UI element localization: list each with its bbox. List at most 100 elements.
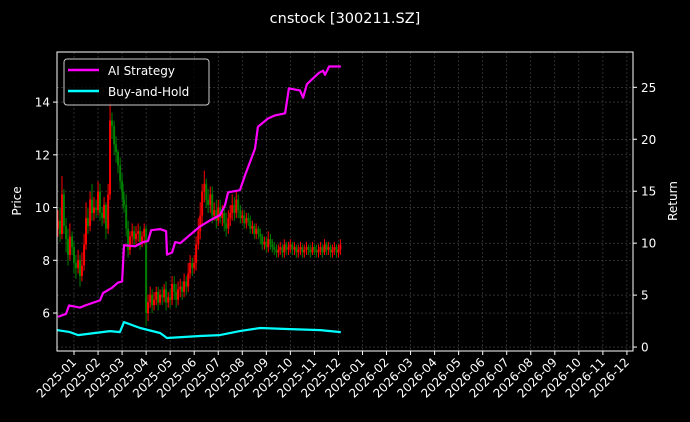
candle-body — [157, 291, 160, 303]
candle-body — [122, 191, 125, 200]
candle-body — [137, 231, 140, 234]
candle-body — [65, 226, 68, 240]
candle-body — [109, 120, 112, 195]
candle-body — [223, 212, 226, 224]
candle-body — [225, 223, 228, 229]
candle-body — [301, 247, 304, 253]
candle-body — [139, 231, 142, 242]
candle-body — [293, 247, 296, 250]
candle-body — [217, 207, 220, 221]
candle-body — [147, 302, 150, 314]
candle-body — [195, 244, 198, 263]
candle-body — [251, 226, 254, 229]
candle-body — [329, 247, 332, 253]
candle-body — [241, 215, 244, 219]
candle-body — [119, 165, 122, 182]
candle-body — [291, 244, 294, 250]
candle-body — [173, 284, 176, 292]
candle-body — [263, 241, 266, 245]
y-tick-label: 14 — [35, 96, 50, 110]
candle-body — [86, 218, 89, 227]
candle-body — [213, 210, 216, 216]
candle-body — [295, 247, 298, 253]
candle-body — [59, 220, 62, 234]
candle-body — [159, 294, 162, 303]
y-axis-label: Price — [10, 186, 24, 215]
candle-body — [127, 228, 130, 250]
candle-body — [187, 273, 190, 287]
candle-body — [163, 289, 166, 298]
candle-body — [189, 262, 192, 274]
candle-body — [305, 247, 308, 250]
legend-ai-strategy-label: AI Strategy — [108, 64, 175, 78]
candle-body — [205, 183, 208, 200]
candle-body — [237, 199, 240, 211]
candle-body — [235, 199, 238, 213]
chart-title: cnstock [300211.SZ] — [270, 11, 421, 27]
candle-body — [227, 218, 230, 229]
legend-box — [63, 58, 210, 106]
candle-body — [277, 249, 280, 253]
candle-body — [107, 194, 110, 229]
candle-body — [73, 247, 75, 263]
candle-body — [151, 294, 154, 306]
candle-body — [207, 199, 210, 205]
candle-body — [123, 199, 126, 205]
candle-body — [243, 215, 246, 224]
legend: AI Strategy Buy-and-Hold — [63, 58, 210, 106]
candle-body — [60, 194, 63, 234]
candle-body — [125, 204, 128, 229]
plot-frame — [56, 51, 634, 352]
candle-body — [279, 247, 282, 250]
y2-tick-label: 20 — [641, 133, 656, 147]
candle-body — [113, 125, 116, 145]
candle-body — [91, 199, 94, 213]
candle-body — [335, 247, 338, 253]
candle-body — [255, 228, 258, 234]
candle-body — [247, 218, 250, 221]
candle-body — [68, 236, 71, 256]
candle-body — [74, 262, 77, 269]
candle-body — [143, 228, 146, 237]
candle-body — [249, 220, 252, 229]
candle-body — [313, 247, 316, 250]
candle-body — [281, 247, 284, 253]
candle-body — [275, 249, 278, 253]
candle-body — [185, 281, 188, 287]
candle-body — [201, 191, 204, 216]
candle-body — [311, 247, 314, 253]
candle-body — [101, 212, 104, 219]
candle-body — [199, 215, 202, 232]
candle-body — [79, 260, 82, 277]
legend-buy-and-hold-label: Buy-and-Hold — [108, 85, 189, 99]
candle-body — [133, 231, 136, 240]
candle-body — [319, 247, 322, 250]
candle-body — [103, 204, 106, 219]
candle-body — [121, 181, 124, 192]
candle-body — [95, 207, 98, 211]
y2-tick-label: 15 — [641, 185, 656, 199]
y2-tick-label: 25 — [641, 81, 656, 95]
candle-body — [221, 212, 224, 219]
candle-body — [179, 286, 182, 290]
candle-body — [97, 191, 100, 211]
candle-body — [273, 247, 276, 250]
candle-body — [62, 194, 65, 227]
candle-body — [257, 228, 260, 234]
candle-body — [193, 262, 196, 269]
candle-body — [211, 194, 214, 216]
candle-body — [333, 247, 336, 250]
candle-body — [289, 244, 292, 248]
candle-body — [325, 244, 328, 250]
candle-body — [104, 204, 107, 229]
candle-body — [339, 244, 342, 250]
candle-body — [303, 249, 306, 253]
candle-body — [131, 231, 134, 237]
candle-body — [283, 244, 286, 253]
candle-body — [297, 249, 300, 253]
y2-axis-ticks: 0 5 10 15 20 25 — [633, 81, 656, 355]
candle-body — [269, 239, 272, 245]
candle-body — [265, 241, 268, 248]
candle-body — [167, 297, 170, 303]
candle-body — [165, 289, 168, 303]
